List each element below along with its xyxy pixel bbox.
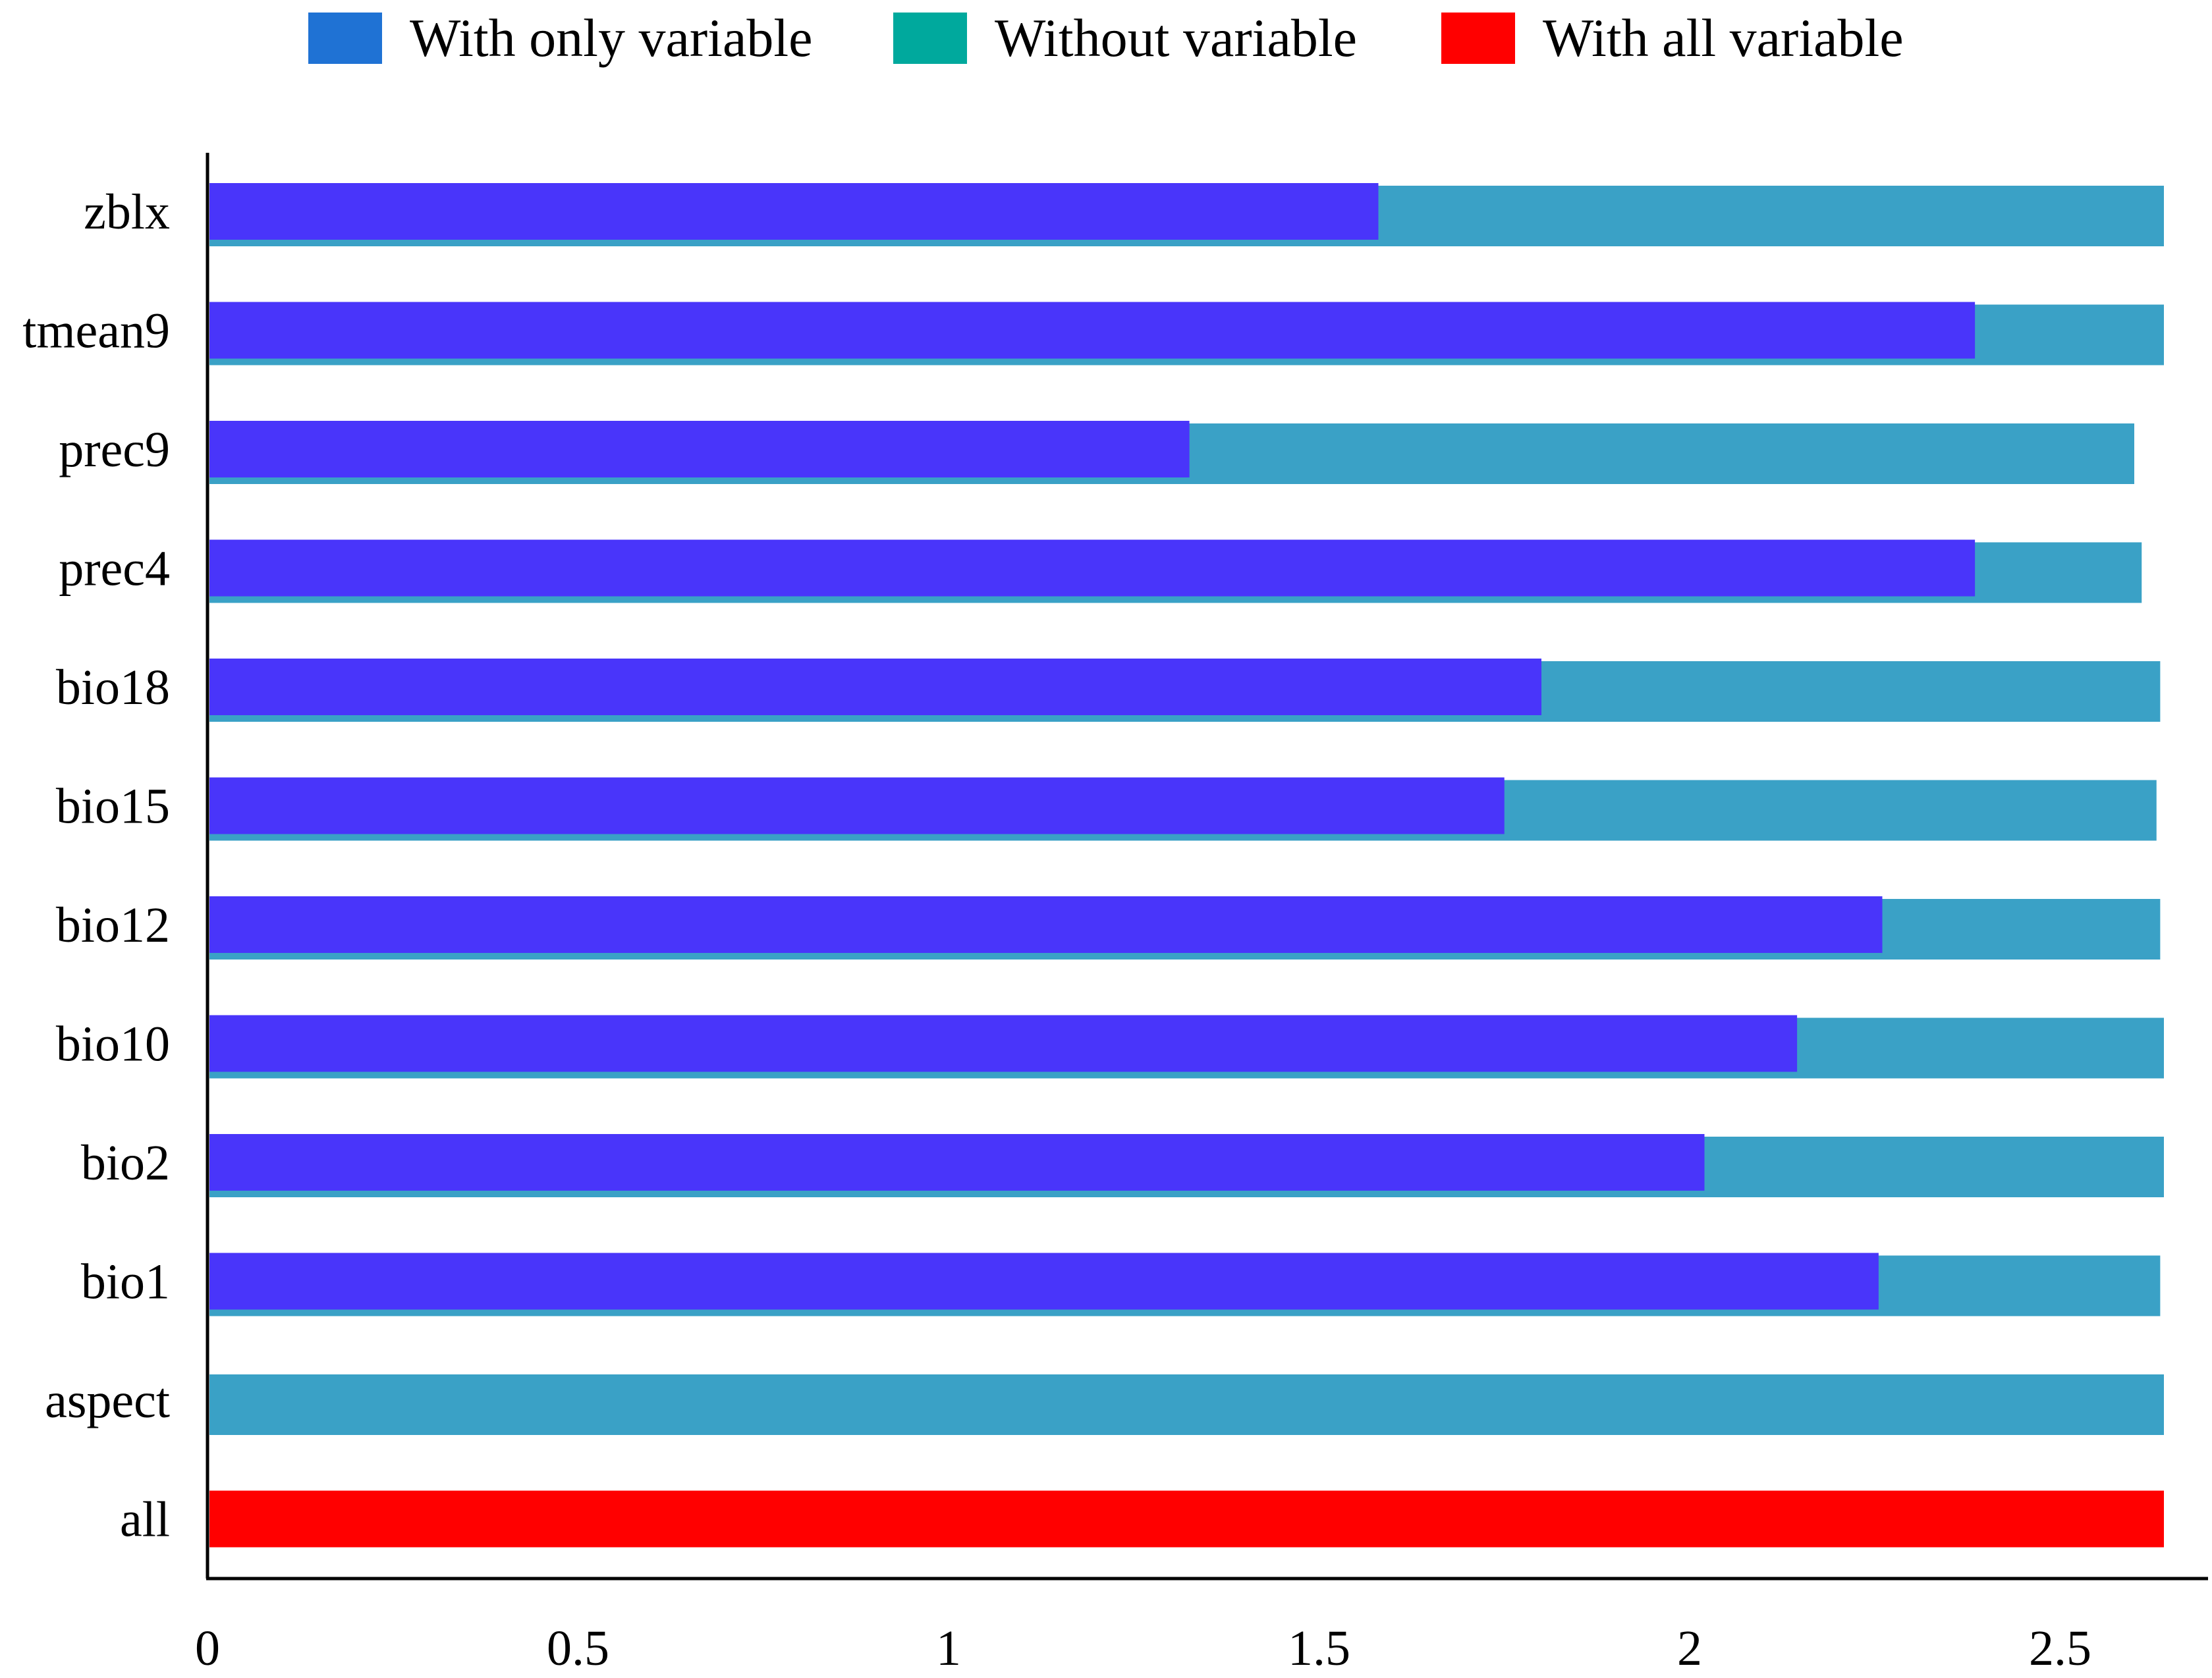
category-label-bio10: bio10 [56, 1017, 170, 1072]
bar-with-all-variable-all [209, 1490, 2164, 1548]
legend-item-without-variable: Without variable [893, 8, 1358, 68]
bar-with-only-variable-bio10 [209, 1015, 1798, 1072]
legend-label-with-all-variable: With all variable [1543, 8, 1904, 68]
x-tick-label-1: 1 [936, 1621, 961, 1676]
bars-layer [209, 183, 2164, 1548]
bar-with-only-variable-bio18 [209, 659, 1541, 715]
category-label-bio18: bio18 [56, 660, 170, 715]
x-tick-label-2: 2 [1677, 1621, 1702, 1676]
category-label-zblx: zblx [84, 184, 170, 240]
x-tick-label-0-5: 0.5 [547, 1621, 609, 1676]
legend-swatch-without-variable [893, 13, 967, 64]
category-label-aspect: aspect [45, 1373, 170, 1428]
category-label-prec4: prec4 [59, 541, 170, 597]
legend-swatch-with-all-variable [1441, 13, 1515, 64]
legend-label-without-variable: Without variable [995, 8, 1358, 68]
legend-item-with-all-variable: With all variable [1441, 8, 1904, 68]
legend-item-with-only-variable: With only variable [308, 8, 813, 68]
bar-without-variable-aspect [209, 1374, 2164, 1435]
x-tick-label-1-5: 1.5 [1288, 1621, 1350, 1676]
x-tick-labels: 0 0.5 1 1.5 2 2.5 [195, 1621, 2091, 1676]
category-label-bio15: bio15 [56, 779, 170, 834]
bar-with-only-variable-prec9 [209, 421, 1190, 477]
bar-with-only-variable-bio2 [209, 1134, 1705, 1191]
category-label-tmean9: tmean9 [22, 304, 170, 359]
bar-with-only-variable-prec4 [209, 539, 1976, 597]
category-label-all: all [120, 1492, 170, 1548]
chart-legend: With only variable Without variable With… [0, 0, 2212, 86]
bar-with-only-variable-bio1 [209, 1253, 1879, 1310]
legend-label-with-only-variable: With only variable [410, 8, 813, 68]
category-labels: zblx tmean9 prec9 prec4 bio18 bio15 bio12 bio10… [22, 184, 170, 1548]
legend-swatch-with-only-variable [308, 13, 382, 64]
category-label-bio1: bio1 [81, 1255, 170, 1310]
bar-with-only-variable-bio15 [209, 777, 1505, 834]
category-label-prec9: prec9 [59, 422, 170, 477]
category-label-bio12: bio12 [56, 898, 170, 953]
bar-with-only-variable-bio12 [209, 896, 1883, 953]
x-tick-label-0: 0 [195, 1621, 220, 1676]
category-label-bio2: bio2 [81, 1135, 170, 1191]
x-tick-label-2-5: 2.5 [2029, 1621, 2091, 1676]
bar-with-only-variable-zblx [209, 183, 1379, 240]
bar-with-only-variable-tmean9 [209, 302, 1976, 359]
